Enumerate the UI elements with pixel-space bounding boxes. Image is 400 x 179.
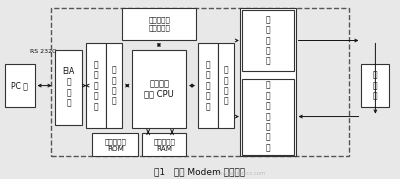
- Text: EIA
驱
动
器: EIA 驱 动 器: [62, 67, 74, 107]
- Text: 通
信
适
配
器: 通 信 适 配 器: [94, 60, 99, 111]
- Bar: [86, 43, 106, 128]
- Text: PC 机: PC 机: [11, 81, 28, 90]
- Bar: [142, 133, 186, 156]
- Bar: [362, 64, 389, 107]
- Bar: [92, 133, 138, 156]
- Text: 程序存储器
ROM: 程序存储器 ROM: [104, 138, 126, 152]
- Text: www.eetronics.com: www.eetronics.com: [214, 171, 266, 175]
- Text: 图1   智能 Modem 构成框图: 图1 智能 Modem 构成框图: [154, 167, 246, 176]
- Bar: [240, 8, 296, 156]
- Text: 串
并
转
换: 串 并 转 换: [224, 66, 228, 106]
- Bar: [54, 50, 82, 125]
- Text: RS 232C: RS 232C: [30, 49, 57, 54]
- Bar: [218, 43, 234, 128]
- Bar: [132, 50, 186, 128]
- Bar: [122, 8, 196, 40]
- Bar: [106, 43, 122, 128]
- Text: 中央处理
单元 CPU: 中央处理 单元 CPU: [144, 79, 174, 99]
- Text: 数据存储器
RAM: 数据存储器 RAM: [153, 138, 175, 152]
- Text: 通
信
适
配
器: 通 信 适 配 器: [206, 60, 210, 111]
- Bar: [242, 9, 294, 71]
- Text: 自
动
拨
号
与
应
答: 自 动 拨 号 与 应 答: [266, 81, 270, 152]
- Text: 调
制
与
解
调: 调 制 与 解 调: [266, 15, 270, 66]
- Text: 电
话
网: 电 话 网: [373, 71, 378, 100]
- Text: 定时器及外
围驱动电路: 定时器及外 围驱动电路: [148, 17, 170, 31]
- Text: 串
并
转
换: 串 并 转 换: [112, 66, 117, 106]
- Bar: [198, 43, 218, 128]
- Bar: [242, 79, 294, 155]
- Bar: [50, 8, 350, 156]
- Bar: [5, 64, 34, 107]
